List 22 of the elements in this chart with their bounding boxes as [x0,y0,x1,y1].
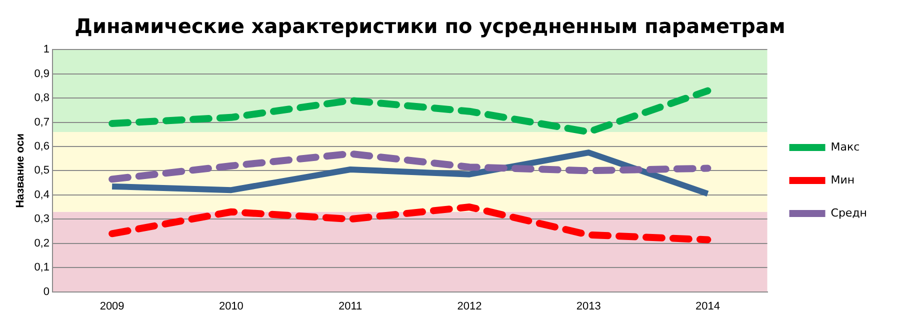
x-tick-label: 2014 [695,300,720,312]
y-tick-label: 0,1 [34,262,50,274]
chart-title: Динамические характеристики по усредненным параметрам [74,14,786,38]
y-tick-label: 0,9 [34,68,50,80]
y-tick-label: 0,2 [34,237,50,250]
y-tick-label: 0 [43,286,50,298]
x-tick-label: 2013 [576,300,601,312]
y-tick-label: 0,4 [34,188,50,201]
legend-label: Макс [830,140,860,154]
y-tick-label: 0,3 [34,213,50,226]
y-tick-label: 0,6 [34,140,50,153]
y-tick-label: 0,8 [34,92,50,104]
legend-label: Мин [830,173,855,186]
y-tick-label: 1 [43,44,50,56]
y-tick-label: 0,7 [34,116,50,128]
x-tick-label: 2011 [338,300,362,312]
x-tick-label: 2010 [218,300,244,312]
x-tick-label: 2009 [100,300,124,312]
x-tick-label: 2012 [457,300,482,312]
y-axis-title: Название оси [14,133,27,208]
y-tick-label: 0,5 [34,164,50,177]
legend-label: Средн [830,206,868,220]
